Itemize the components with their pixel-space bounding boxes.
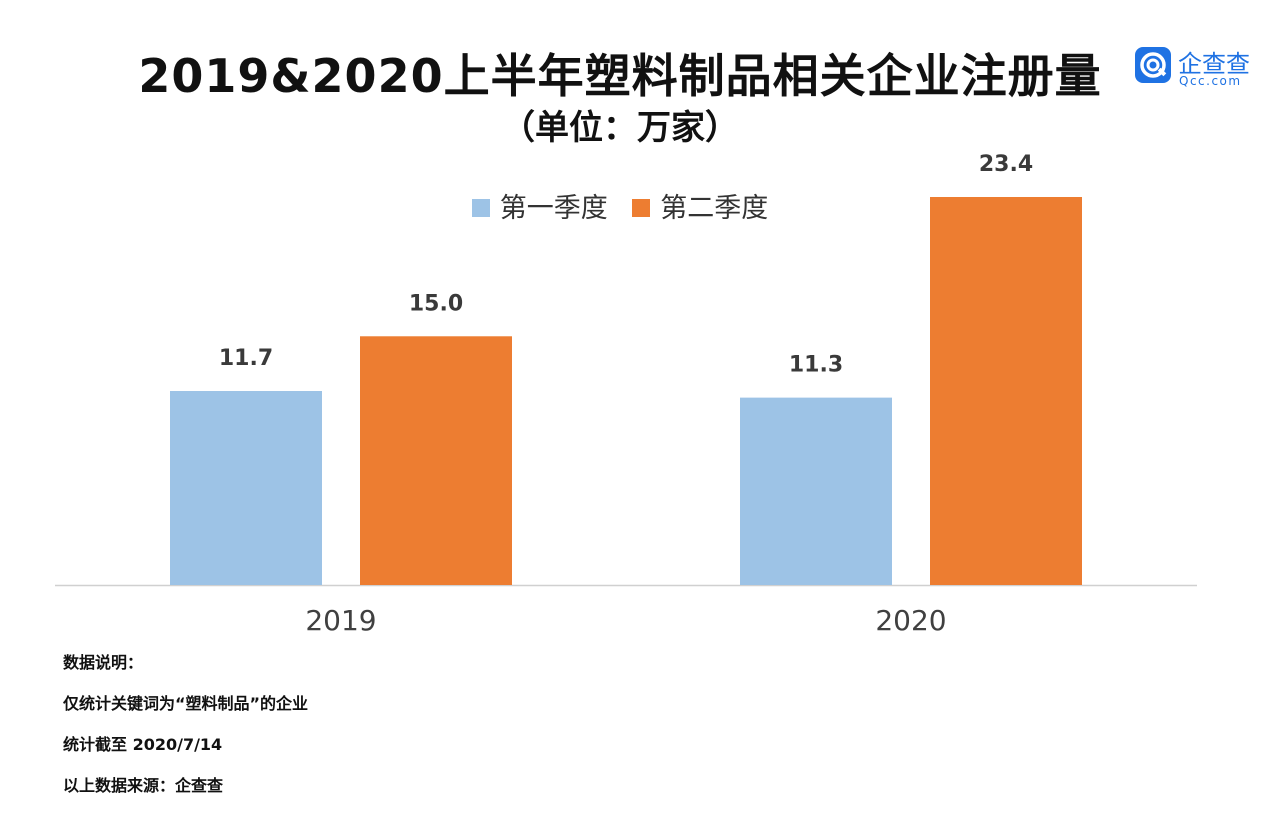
chart-subtitle: （单位：万家）	[501, 108, 739, 148]
legend-swatch-q2	[632, 198, 651, 217]
legend-label-q2: 第二季度	[660, 193, 769, 224]
data-label: 11.7	[219, 346, 273, 371]
notes-source: 以上数据来源：企查查	[63, 776, 224, 795]
data-notes: 数据说明： 仅统计关键词为“塑料制品”的企业 统计截至 2020/7/14 以上…	[63, 652, 308, 816]
legend-item-q2: 第二季度	[632, 186, 768, 225]
legend-swatch-q1	[471, 198, 490, 217]
data-label: 15.0	[409, 291, 463, 316]
x-tick-label: 2019	[305, 604, 376, 637]
logo-name: 企查查	[1178, 50, 1250, 78]
bar-2020-第二季度	[930, 197, 1082, 585]
logo-sub: Qcc.com	[1179, 74, 1242, 88]
legend: 第一季度 第二季度	[0, 186, 1240, 225]
bar-2019-第一季度	[170, 391, 322, 585]
legend-item-q1: 第一季度	[471, 186, 608, 225]
bar-2019-第二季度	[360, 336, 512, 585]
qcc-logo-icon	[1135, 47, 1171, 83]
legend-label-q1: 第一季度	[499, 193, 608, 224]
data-label: 11.3	[789, 353, 843, 378]
x-tick-label: 2020	[875, 604, 946, 637]
chart-title: 2019&2020上半年塑料制品相关企业注册量	[138, 49, 1102, 103]
qcc-logo[interactable]: 企查查 Qcc.com	[1134, 44, 1264, 92]
bar-2020-第一季度	[740, 397, 892, 585]
notes-heading: 数据说明：	[63, 653, 144, 672]
data-label: 23.4	[979, 152, 1033, 177]
notes-line: 仅统计关键词为“塑料制品”的企业	[63, 694, 309, 713]
notes-line: 统计截至 2020/7/14	[63, 735, 223, 754]
